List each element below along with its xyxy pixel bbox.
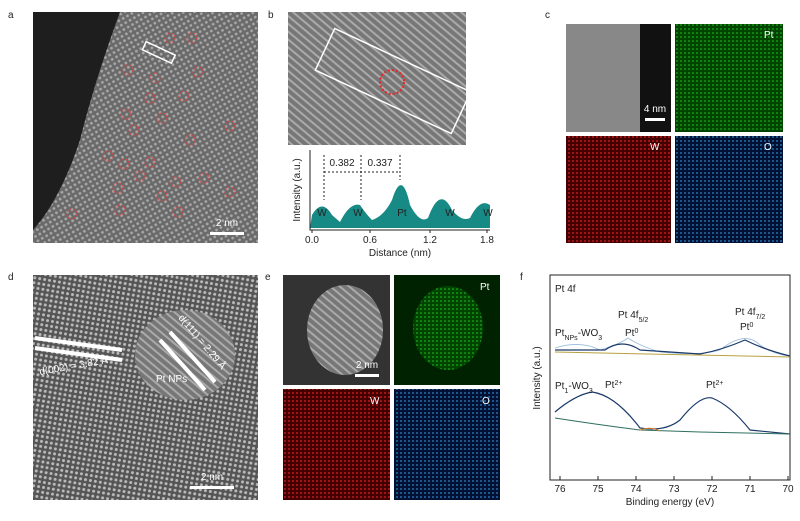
peak-label: W	[483, 208, 493, 219]
w-map	[566, 136, 671, 243]
scale-bar	[645, 118, 665, 121]
scale-bar	[355, 374, 379, 377]
vacuum-region	[640, 24, 671, 132]
panel-label: d	[8, 272, 14, 283]
x-tick-label: 73	[668, 484, 680, 495]
x-tick-label: 72	[706, 484, 718, 495]
plot-title: Pt 4f	[555, 284, 576, 295]
x-ticks	[311, 230, 488, 233]
x-tick-label: 1.8	[480, 235, 494, 246]
peak-label: W	[445, 208, 455, 219]
x-tick-label: 74	[630, 484, 642, 495]
x-axis-label: Distance (nm)	[369, 248, 431, 259]
scale-label: 2 nm	[216, 218, 238, 229]
profile-box	[141, 40, 177, 65]
vacuum-region	[33, 12, 120, 230]
baseline	[639, 427, 661, 432]
o-map	[675, 136, 783, 243]
scale-label: 2 nm	[201, 472, 223, 483]
atom-circle	[379, 69, 405, 95]
x-tick-label: 71	[744, 484, 756, 495]
spacing-guides	[323, 155, 401, 200]
intensity-profile	[310, 185, 490, 228]
fit-spectrum	[555, 339, 791, 357]
x-tick-label: 76	[554, 484, 566, 495]
w-map	[283, 389, 390, 500]
scale-label: 2 nm	[356, 360, 378, 371]
panel-label: b	[268, 10, 274, 21]
o-map	[394, 389, 500, 500]
pt-cluster	[413, 286, 483, 370]
peak-label: W	[353, 208, 363, 219]
scale-bar	[190, 486, 234, 489]
peak-label: Pt0	[740, 322, 753, 334]
scale-bar	[210, 232, 244, 235]
map-label: O	[764, 142, 772, 153]
peak-label: Pt2+	[706, 380, 723, 392]
fit-spectrum	[554, 391, 791, 435]
peak-label: Pt0	[625, 328, 638, 340]
map-label: W	[370, 396, 380, 407]
baseline	[554, 417, 791, 435]
single-atom-circles	[66, 32, 236, 220]
peak-label: Pt2+	[605, 380, 622, 392]
spacing-label: 0.382	[329, 158, 354, 169]
map-label: Pt	[764, 30, 774, 41]
peak-label: Pt 4f5/2	[618, 310, 648, 324]
raw-spectrum	[554, 337, 791, 357]
plot-frame	[549, 274, 791, 481]
peak-label: Pt	[397, 208, 407, 219]
spacing-label: 0.337	[367, 158, 392, 169]
pt-particle	[307, 285, 383, 375]
hrtem-image	[33, 275, 258, 500]
x-ticks	[559, 476, 789, 480]
panel-label: c	[545, 10, 550, 21]
y-axis-label: Intensity (a.u.)	[292, 158, 303, 221]
lattice-lines	[34, 330, 217, 392]
sample-label: Pt1-WO3	[555, 381, 593, 395]
map-label: Pt	[480, 282, 490, 293]
y-axis-label: Intensity (a.u.)	[532, 346, 543, 409]
x-tick-label: 75	[592, 484, 604, 495]
panel-label: a	[8, 10, 14, 21]
map-label: W	[650, 142, 660, 153]
map-label: O	[482, 396, 490, 407]
sample-label: PtNPs-WO3	[555, 328, 602, 342]
pt-map	[675, 24, 783, 132]
x-tick-label: 70	[782, 484, 794, 495]
profile-box	[314, 27, 472, 135]
annotation: Pt NPs	[156, 374, 187, 385]
x-tick-label: 0.6	[363, 235, 377, 246]
panel-label: e	[265, 272, 271, 283]
panel-label: f	[520, 272, 523, 283]
peak-label: Pt 4f7/2	[735, 307, 765, 321]
scale-label: 4 nm	[644, 104, 666, 115]
x-tick-label: 0.0	[305, 235, 319, 246]
haadf-image	[288, 12, 466, 145]
baseline	[554, 351, 791, 358]
x-tick-label: 1.2	[423, 235, 437, 246]
peak-label: W	[317, 208, 327, 219]
x-axis-label: Binding energy (eV)	[626, 497, 714, 508]
